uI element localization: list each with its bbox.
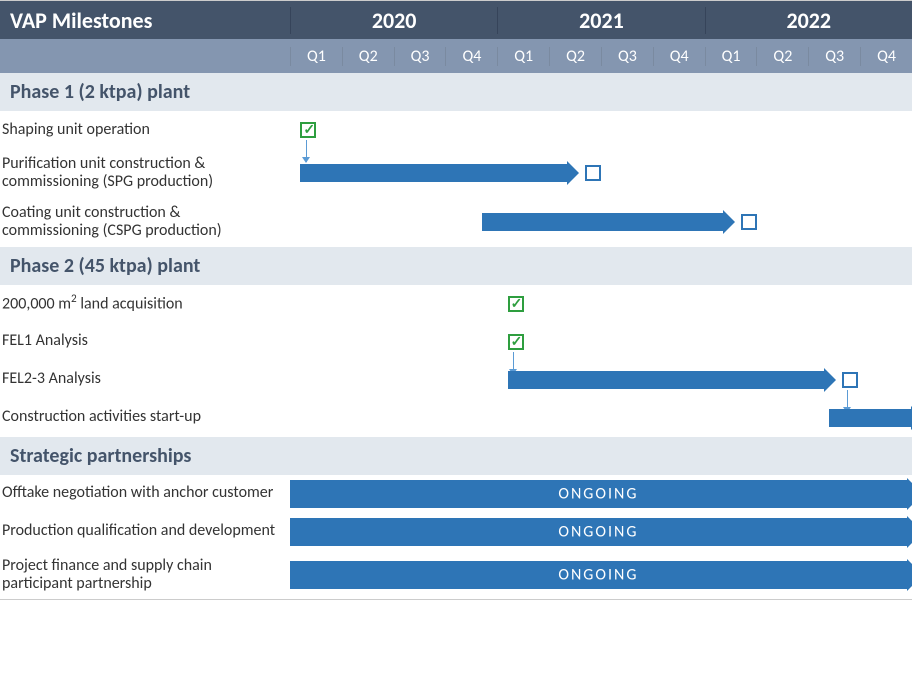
quarter-row: Q1Q2Q3Q4Q1Q2Q3Q4Q1Q2Q3Q4 — [0, 39, 912, 73]
milestone-todo-icon — [842, 372, 858, 388]
section-header: Strategic partnerships — [0, 437, 912, 475]
section-header: Phase 2 (45 ktpa) plant — [0, 247, 912, 285]
task-label: Offtake negotiation with anchor customer — [0, 478, 290, 508]
quarter-cell: Q2 — [756, 47, 808, 66]
gantt-bar — [508, 371, 824, 389]
year-cell: 2022 — [705, 7, 912, 34]
gantt-chart: VAP Milestones 202020212022 Q1Q2Q3Q4Q1Q2… — [0, 0, 912, 600]
task-row: FEL1 Analysis — [0, 323, 912, 361]
task-label: FEL1 Analysis — [0, 326, 290, 356]
task-row: Purification unit construction & commiss… — [0, 149, 912, 198]
task-label: Project finance and supply chain partici… — [0, 551, 290, 600]
quarter-cell: Q1 — [705, 47, 757, 66]
section-label: Phase 2 (45 ktpa) plant — [0, 254, 200, 278]
bar-text: ONGOING — [290, 484, 907, 503]
quarter-cell: Q4 — [860, 47, 912, 66]
task-label: FEL2-3 Analysis — [0, 364, 290, 394]
quarter-cell: Q3 — [808, 47, 860, 66]
gantt-bar: ONGOING — [290, 480, 907, 508]
section-label: Phase 1 (2 ktpa) plant — [0, 80, 190, 104]
quarter-cells: Q1Q2Q3Q4Q1Q2Q3Q4Q1Q2Q3Q4 — [290, 39, 912, 73]
milestone-todo-icon — [741, 214, 757, 230]
task-row: Shaping unit operation — [0, 111, 912, 149]
task-row: FEL2-3 Analysis — [0, 361, 912, 399]
quarter-cell: Q2 — [549, 47, 601, 66]
task-row: 200,000 m2 land acquisition — [0, 285, 912, 323]
milestone-done-icon — [300, 122, 316, 138]
quarter-cell: Q4 — [653, 47, 705, 66]
milestone-todo-icon — [585, 165, 601, 181]
bar-text: ONGOING — [290, 565, 907, 584]
quarter-cell: Q3 — [394, 47, 446, 66]
gantt-body: Phase 1 (2 ktpa) plant Shaping unit opera… — [0, 73, 912, 599]
bar-text: ONGOING — [290, 522, 907, 541]
year-cells: 202020212022 — [290, 1, 912, 39]
gantt-bar: ONGOING — [290, 561, 907, 589]
quarter-cell: Q1 — [290, 47, 342, 66]
task-label: Shaping unit operation — [0, 115, 290, 145]
quarter-cell: Q1 — [497, 47, 549, 66]
gantt-bar — [482, 213, 723, 231]
task-label: 200,000 m2 land acquisition — [0, 287, 290, 320]
section-label: Strategic partnerships — [0, 444, 191, 468]
task-label: Construction activities start-up — [0, 402, 290, 432]
chart-title: VAP Milestones — [0, 7, 290, 34]
quarter-cell: Q4 — [445, 47, 497, 66]
section-header: Phase 1 (2 ktpa) plant — [0, 73, 912, 111]
task-label: Coating unit construction & commissionin… — [0, 198, 290, 247]
gantt-bar — [300, 164, 567, 182]
task-label: Purification unit construction & commiss… — [0, 149, 290, 198]
year-cell: 2021 — [497, 7, 704, 34]
milestone-done-icon — [508, 296, 524, 312]
year-cell: 2020 — [290, 7, 497, 34]
milestone-done-icon — [508, 334, 524, 350]
quarter-cell: Q2 — [342, 47, 394, 66]
gantt-bar: ONGOING — [290, 518, 907, 546]
task-row: Offtake negotiation with anchor customer… — [0, 475, 912, 513]
gantt-bar — [829, 409, 911, 427]
task-label: Production qualification and development — [0, 516, 290, 546]
quarter-cell: Q3 — [601, 47, 653, 66]
task-row: Project finance and supply chain partici… — [0, 551, 912, 600]
header-row: VAP Milestones 202020212022 — [0, 1, 912, 39]
task-row: Coating unit construction & commissionin… — [0, 198, 912, 247]
task-row: Production qualification and development… — [0, 513, 912, 551]
task-row: Construction activities start-up — [0, 399, 912, 437]
